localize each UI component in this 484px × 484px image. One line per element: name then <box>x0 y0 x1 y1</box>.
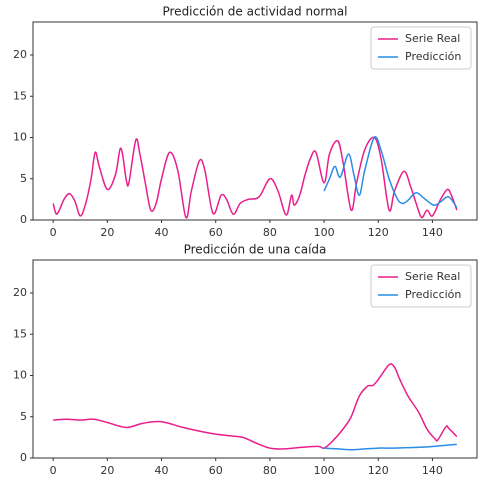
y-tick-label: 10 <box>13 369 27 382</box>
y-tick-label: 0 <box>20 213 27 226</box>
series-line <box>324 443 457 451</box>
x-tick-label: 100 <box>314 464 335 477</box>
x-tick-label: 40 <box>155 464 169 477</box>
x-tick-label: 60 <box>209 464 223 477</box>
legend-box <box>370 264 472 308</box>
chart-title: Predicción de actividad normal <box>162 5 347 19</box>
x-tick-label: 80 <box>263 464 277 477</box>
y-tick-label: 15 <box>13 327 27 340</box>
y-tick-label: 0 <box>20 451 27 464</box>
x-tick-label: 40 <box>155 226 169 239</box>
x-tick-label: 100 <box>314 226 335 239</box>
legend-label: Predicción <box>405 50 461 63</box>
x-tick-label: 120 <box>368 464 389 477</box>
series-line <box>53 363 458 450</box>
x-tick-label: 20 <box>100 226 114 239</box>
series-line <box>52 136 458 219</box>
legend-label: Serie Real <box>405 270 460 283</box>
axes-frame <box>32 259 478 459</box>
y-tick-label: 20 <box>13 286 27 299</box>
x-tick-label: 60 <box>209 226 223 239</box>
series-line <box>323 136 458 209</box>
y-tick-label: 20 <box>13 48 27 61</box>
chart-title: Predicción de una caída <box>184 243 327 257</box>
x-tick-label: 140 <box>422 464 443 477</box>
legend-label: Predicción <box>405 288 461 301</box>
x-tick-label: 120 <box>368 226 389 239</box>
legend-box <box>370 26 472 70</box>
legend-label: Serie Real <box>405 32 460 45</box>
y-tick-label: 5 <box>20 172 27 185</box>
axes-frame <box>32 21 478 221</box>
x-tick-label: 140 <box>422 226 443 239</box>
y-tick-label: 15 <box>13 89 27 102</box>
y-tick-label: 5 <box>20 410 27 423</box>
x-tick-label: 20 <box>100 464 114 477</box>
x-tick-label: 0 <box>50 226 57 239</box>
y-tick-label: 10 <box>13 131 27 144</box>
x-tick-label: 80 <box>263 226 277 239</box>
x-tick-label: 0 <box>50 464 57 477</box>
